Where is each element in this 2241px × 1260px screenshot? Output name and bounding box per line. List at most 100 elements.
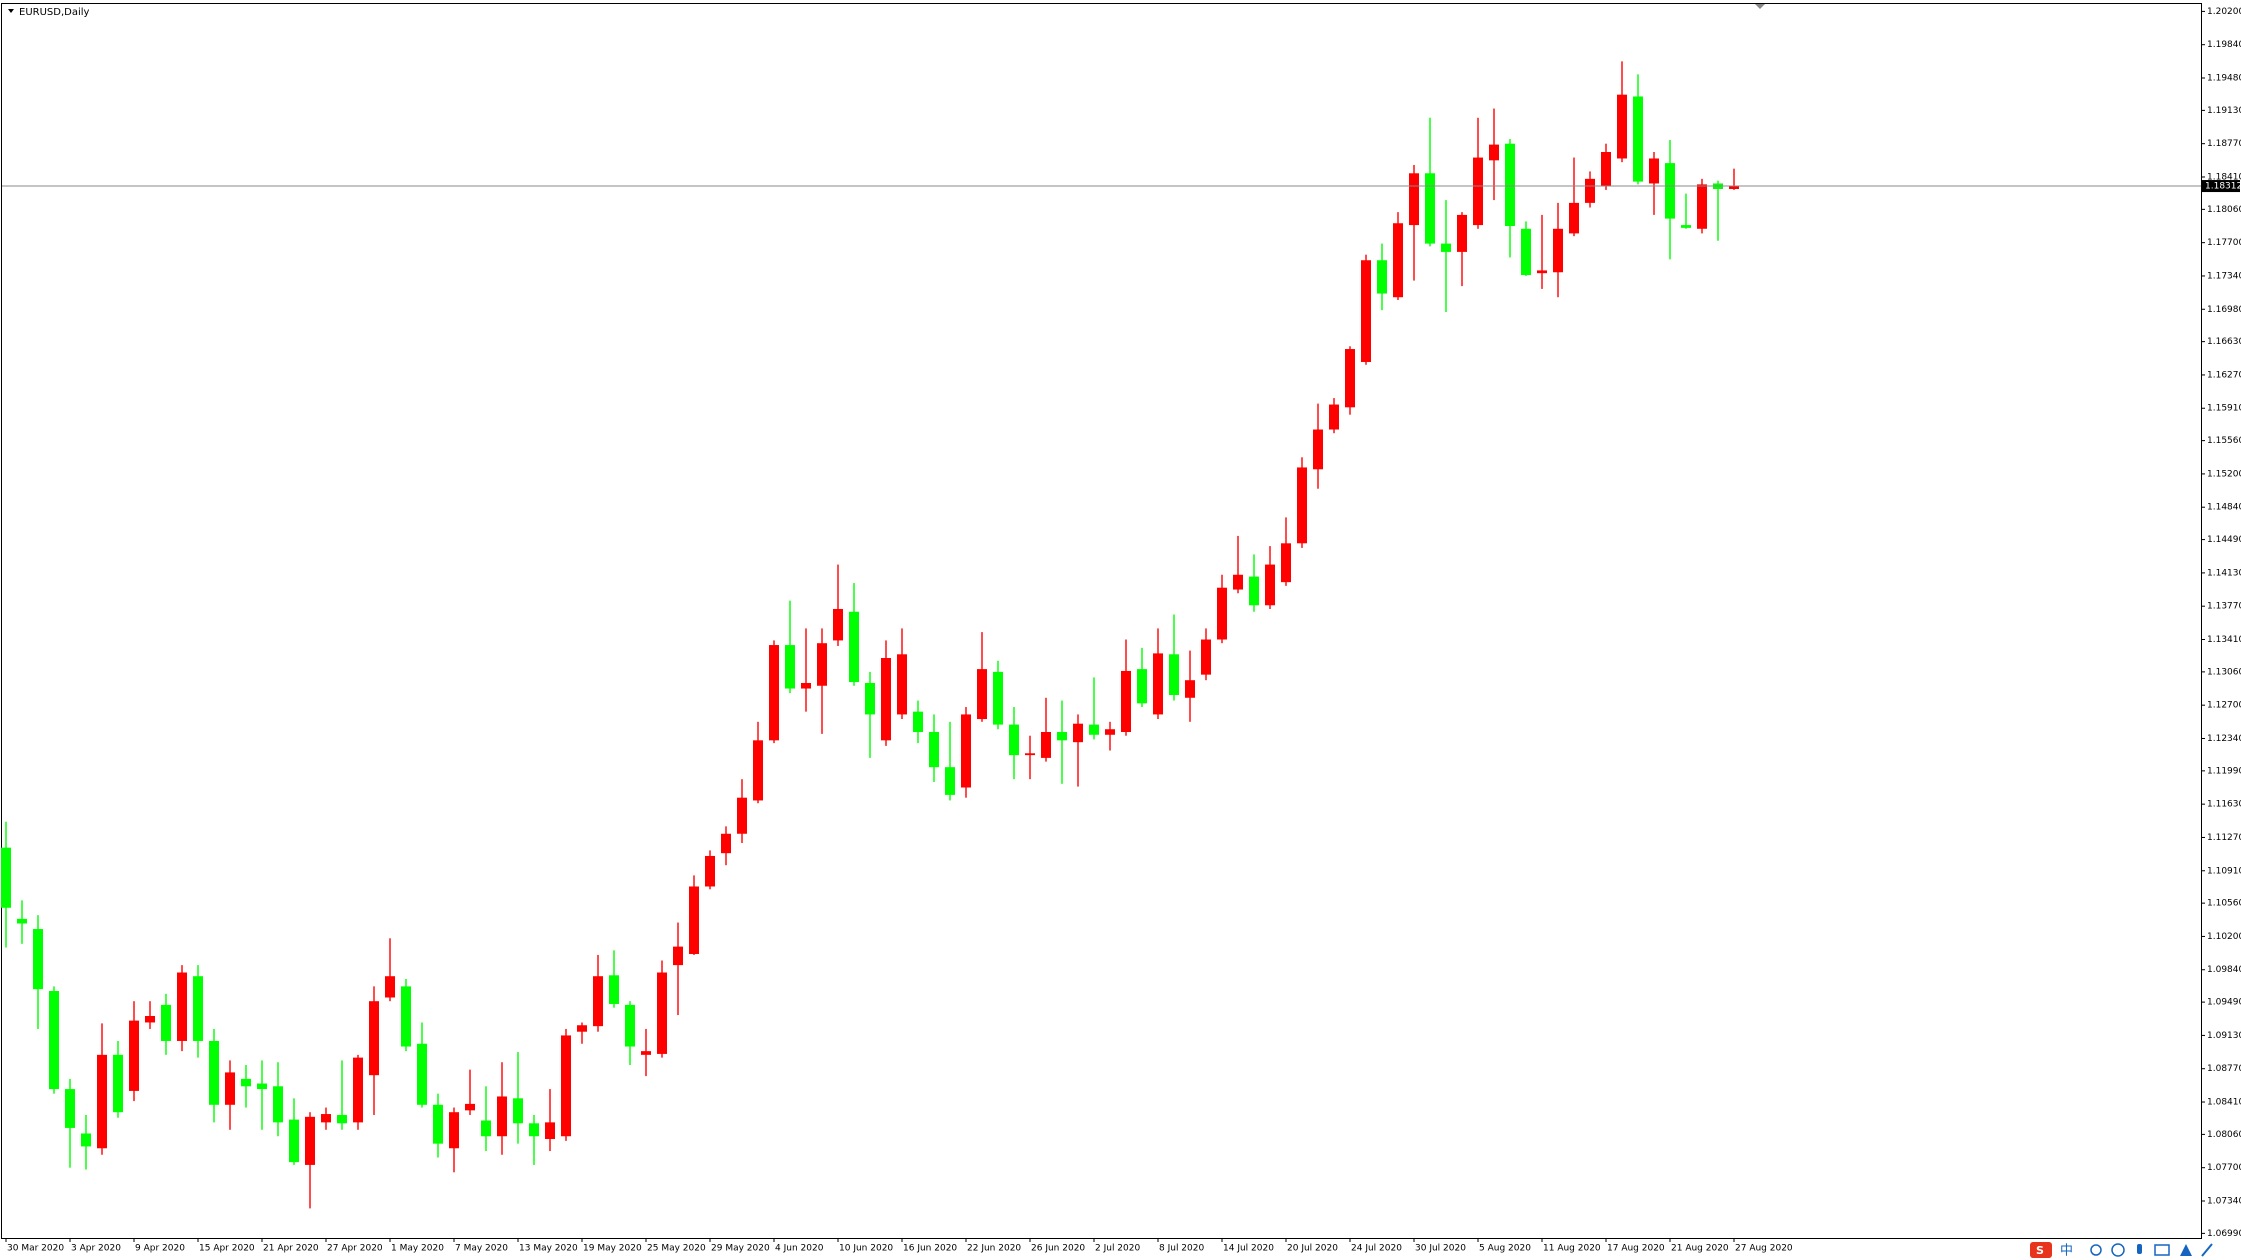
candle-body bbox=[33, 929, 43, 990]
candle-body bbox=[689, 886, 699, 955]
x-tick-label: 13 May 2020 bbox=[519, 1244, 578, 1254]
shift-marker[interactable] bbox=[1755, 4, 1765, 9]
y-tick-label: 1.09840 bbox=[2207, 965, 2241, 975]
x-tick-label: 17 Aug 2020 bbox=[1607, 1244, 1665, 1254]
x-tick-label: 19 May 2020 bbox=[583, 1244, 642, 1254]
candle-body bbox=[1537, 270, 1547, 274]
candle-body bbox=[321, 1114, 331, 1123]
candle-body bbox=[593, 976, 603, 1027]
tray-icon[interactable] bbox=[2137, 1244, 2142, 1254]
candle-body bbox=[1345, 349, 1355, 408]
x-tick-label: 30 Jul 2020 bbox=[1415, 1244, 1466, 1254]
y-tick-label: 1.14130 bbox=[2207, 568, 2241, 578]
tray-icon[interactable] bbox=[2201, 1243, 2213, 1257]
candle-body bbox=[1665, 163, 1675, 219]
candle-body bbox=[1729, 186, 1739, 190]
candle-body bbox=[1329, 404, 1339, 430]
candle-body bbox=[801, 682, 811, 689]
x-tick-label: 24 Jul 2020 bbox=[1351, 1244, 1402, 1254]
candle-body bbox=[977, 669, 987, 720]
candle-body bbox=[65, 1089, 75, 1128]
x-tick-label: 20 Jul 2020 bbox=[1287, 1244, 1338, 1254]
candle-body bbox=[817, 643, 827, 686]
candle-body bbox=[497, 1096, 507, 1137]
candle-body bbox=[1457, 214, 1467, 252]
y-tick-label: 1.16270 bbox=[2207, 370, 2241, 380]
last-price-label: 1.18312 bbox=[2205, 182, 2241, 192]
candle-body bbox=[289, 1119, 299, 1163]
y-tick-label: 1.18060 bbox=[2207, 205, 2241, 215]
candle-body bbox=[385, 976, 395, 998]
tray-icon[interactable] bbox=[2090, 1244, 2102, 1256]
y-tick-label: 1.14490 bbox=[2207, 535, 2241, 545]
candles bbox=[1, 61, 1739, 1209]
y-tick-label: 1.19130 bbox=[2207, 106, 2241, 116]
y-tick-label: 1.12700 bbox=[2207, 701, 2241, 711]
candle-body bbox=[465, 1103, 475, 1111]
y-tick-label: 1.15200 bbox=[2207, 469, 2241, 479]
candle-body bbox=[705, 855, 715, 887]
y-tick-label: 1.16630 bbox=[2207, 337, 2241, 347]
tray-icon[interactable] bbox=[2154, 1244, 2170, 1256]
candle-body bbox=[337, 1114, 347, 1124]
candle-body bbox=[481, 1120, 491, 1137]
x-tick-label: 27 Apr 2020 bbox=[327, 1244, 383, 1254]
x-tick-label: 26 Jun 2020 bbox=[1031, 1244, 1085, 1254]
y-tick-label: 1.10910 bbox=[2207, 866, 2241, 876]
candle-body bbox=[129, 1020, 139, 1091]
candle-body bbox=[209, 1040, 219, 1105]
candle-body bbox=[897, 654, 907, 715]
candle-body bbox=[1441, 243, 1451, 252]
candle-body bbox=[1185, 680, 1195, 698]
x-tick-label: 5 Aug 2020 bbox=[1479, 1244, 1531, 1254]
candle-body bbox=[81, 1133, 91, 1147]
candle-body bbox=[625, 1004, 635, 1047]
candle-body bbox=[993, 671, 1003, 725]
candle-body bbox=[865, 682, 875, 715]
candle-body bbox=[673, 946, 683, 966]
x-tick-label: 15 Apr 2020 bbox=[199, 1244, 255, 1254]
plot-frame bbox=[1, 3, 2202, 1239]
candle-body bbox=[1569, 202, 1579, 234]
y-tick-label: 1.20200 bbox=[2207, 7, 2241, 17]
candle-body bbox=[1601, 152, 1611, 187]
tray-icon[interactable] bbox=[2111, 1243, 2125, 1257]
x-tick-label: 21 Apr 2020 bbox=[263, 1244, 319, 1254]
candle-body bbox=[1, 847, 11, 908]
x-tick-label: 2 Jul 2020 bbox=[1095, 1244, 1140, 1254]
candle-body bbox=[97, 1054, 107, 1149]
candle-body bbox=[721, 833, 731, 854]
y-tick-label: 1.10560 bbox=[2207, 899, 2241, 909]
y-tick-label: 1.19480 bbox=[2207, 74, 2241, 84]
y-tick-label: 1.14840 bbox=[2207, 503, 2241, 513]
candle-body bbox=[113, 1054, 123, 1113]
y-tick-label: 1.11270 bbox=[2207, 833, 2241, 843]
y-tick-label: 1.08770 bbox=[2207, 1064, 2241, 1074]
candle-body bbox=[193, 976, 203, 1041]
y-tick-label: 1.09490 bbox=[2207, 998, 2241, 1008]
y-tick-label: 1.13060 bbox=[2207, 667, 2241, 677]
candle-body bbox=[1617, 94, 1627, 159]
x-tick-label: 11 Aug 2020 bbox=[1543, 1244, 1601, 1254]
candle-body bbox=[1169, 654, 1179, 696]
candle-body bbox=[369, 1001, 379, 1076]
candle-body bbox=[1425, 173, 1435, 244]
candle-body bbox=[225, 1072, 235, 1105]
y-tick-label: 1.17340 bbox=[2207, 271, 2241, 281]
ime-icon[interactable] bbox=[2030, 1242, 2052, 1258]
candle-body bbox=[305, 1116, 315, 1165]
candle-body bbox=[609, 975, 619, 1004]
tray-icon[interactable] bbox=[2180, 1244, 2192, 1256]
y-tick-label: 1.11990 bbox=[2207, 766, 2241, 776]
candle-body bbox=[913, 711, 923, 733]
candle-body bbox=[1153, 653, 1163, 715]
y-tick-label: 1.07340 bbox=[2207, 1196, 2241, 1206]
candle-body bbox=[785, 645, 795, 689]
candle-body bbox=[177, 972, 187, 1041]
ime-mode[interactable]: 中 bbox=[2060, 1244, 2073, 1259]
menu-arrow[interactable] bbox=[8, 9, 14, 13]
y-tick-label: 1.11630 bbox=[2207, 800, 2241, 810]
candle-body bbox=[1521, 228, 1531, 276]
